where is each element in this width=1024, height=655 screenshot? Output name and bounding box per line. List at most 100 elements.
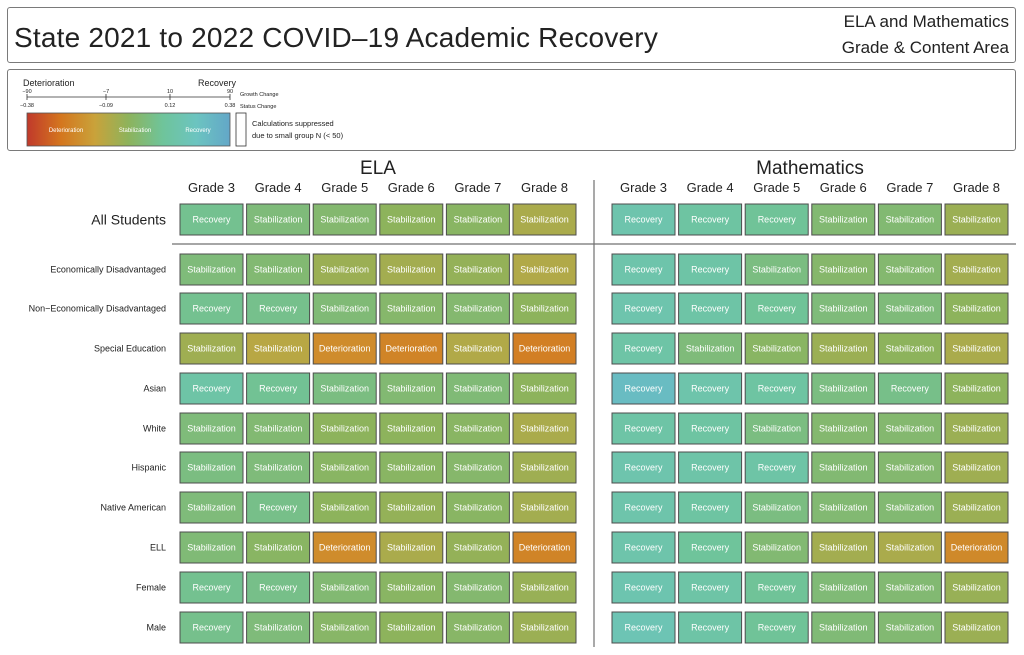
heatmap-cell: Stabilization [312, 451, 377, 484]
heatmap-cell-label: Deterioration [319, 344, 371, 354]
heatmap-cell: Stabilization [512, 451, 577, 484]
row-label: White [143, 424, 166, 434]
heatmap-cell-label: Stabilization [387, 384, 436, 394]
heatmap-cell-fill [179, 571, 244, 604]
heatmap-cell-fill [312, 531, 377, 564]
heatmap-cell-fill [512, 292, 577, 325]
heatmap-cell-fill [744, 292, 809, 325]
heatmap-cell-fill [744, 611, 809, 644]
heatmap-cell: Recovery [246, 372, 311, 405]
heatmap-cell-label: Recovery [624, 215, 663, 225]
row-label: Native American [100, 503, 166, 513]
subtitle-content-area: ELA and Mathematics [843, 12, 1009, 31]
heatmap-cell-label: Stabilization [387, 265, 436, 275]
heatmap-cell-label: Stabilization [320, 215, 369, 225]
heatmap-cell-label: Recovery [758, 583, 797, 593]
heatmap-cell-label: Stabilization [387, 543, 436, 553]
heatmap-cell-label: Recovery [624, 463, 663, 473]
heatmap-cell-fill [445, 491, 510, 524]
heatmap-cell-label: Recovery [624, 304, 663, 314]
heatmap-cell-fill [179, 491, 244, 524]
heatmap-cell-label: Recovery [192, 623, 231, 633]
heatmap-cell: Stabilization [744, 253, 809, 286]
heatmap-cell-fill [512, 531, 577, 564]
heatmap-cell-fill [944, 611, 1009, 644]
heatmap-cell: Stabilization [512, 372, 577, 405]
row-label: Hispanic [131, 463, 166, 473]
heatmap-cell: Recovery [744, 611, 809, 644]
heatmap-cell: Stabilization [944, 253, 1009, 286]
heatmap-cell-fill [312, 451, 377, 484]
heatmap-cell: Stabilization [379, 412, 444, 445]
legend-axis: −90 −0.38 −7 −0.09 10 0.12 90 0.38 [20, 89, 235, 109]
heatmap-cell-fill [179, 203, 244, 236]
heatmap-cell-fill [744, 412, 809, 445]
heatmap-cell: Stabilization [246, 611, 311, 644]
heatmap-cell-fill [179, 253, 244, 286]
heatmap-cell-label: Deterioration [951, 543, 1003, 553]
heatmap-cell: Stabilization [811, 203, 876, 236]
heatmap-cell-label: Stabilization [520, 384, 569, 394]
heatmap-cell-label: Stabilization [886, 265, 935, 275]
heatmap-cell-label: Recovery [192, 583, 231, 593]
heatmap-cell-fill [744, 451, 809, 484]
heatmap-cell: Recovery [611, 332, 676, 365]
heatmap-cell-label: Stabilization [387, 424, 436, 434]
row-label: Male [146, 623, 166, 633]
heatmap-cell: Stabilization [744, 531, 809, 564]
heatmap-cell-fill [512, 611, 577, 644]
heatmap-cell-fill [445, 292, 510, 325]
heatmap-cell: Stabilization [246, 203, 311, 236]
heatmap-cell-label: Stabilization [520, 265, 569, 275]
heatmap-cell-label: Recovery [624, 424, 663, 434]
heatmap-cell-label: Recovery [758, 384, 797, 394]
heatmap-cell-label: Stabilization [520, 463, 569, 473]
subtitle-grade-content: Grade & Content Area [841, 38, 1009, 57]
heatmap-cell-fill [744, 571, 809, 604]
grade-header: Grade 6 [388, 180, 435, 195]
grade-header: Grade 7 [886, 180, 933, 195]
heatmap-cell-label: Stabilization [320, 463, 369, 473]
heatmap-cell-fill [445, 372, 510, 405]
heatmap-cell: Stabilization [944, 571, 1009, 604]
heatmap-cell-label: Deterioration [519, 543, 571, 553]
heatmap-cell-fill [877, 203, 942, 236]
heatmap-cell-fill [678, 292, 743, 325]
heatmap-cell-fill [611, 372, 676, 405]
heatmap-cell-label: Stabilization [886, 424, 935, 434]
heatmap-cell-fill [312, 491, 377, 524]
heatmap-cell-fill [445, 571, 510, 604]
heatmap-cell-fill [611, 571, 676, 604]
grade-header: Grade 5 [753, 180, 800, 195]
heatmap-cell-label: Recovery [259, 384, 298, 394]
heatmap-cell: Stabilization [379, 531, 444, 564]
heatmap-cell: Recovery [611, 292, 676, 325]
heatmap-cell-fill [379, 412, 444, 445]
heatmap-cell-label: Stabilization [819, 543, 868, 553]
heatmap-cell-fill [811, 531, 876, 564]
heatmap-cell-label: Stabilization [819, 215, 868, 225]
heatmap-cell: Stabilization [811, 292, 876, 325]
grade-header: Grade 4 [255, 180, 302, 195]
heatmap-cell-fill [944, 203, 1009, 236]
grade-header: Grade 8 [521, 180, 568, 195]
heatmap-cell-label: Stabilization [952, 344, 1001, 354]
heatmap-cell-label: Recovery [691, 463, 730, 473]
heatmap-cell-label: Recovery [192, 215, 231, 225]
heatmap-cell-fill [877, 571, 942, 604]
heatmap-cell-fill [312, 292, 377, 325]
heatmap-cell-label: Stabilization [952, 424, 1001, 434]
heatmap-cell-label: Recovery [691, 265, 730, 275]
legend-bar-label-stabilization: Stabilization [119, 128, 151, 134]
chart-tiles: Recovery Stabilization Stabilization Stabil… [179, 203, 1009, 644]
heatmap-cell: Stabilization [811, 491, 876, 524]
grade-header: Grade 7 [454, 180, 501, 195]
legend-status-tick-label: −0.09 [99, 103, 113, 109]
grade-header: Grade 3 [188, 180, 235, 195]
heatmap-cell: Stabilization [811, 372, 876, 405]
heatmap-cell-fill [877, 611, 942, 644]
legend-gradient-bar [26, 112, 231, 147]
heatmap-cell-fill [811, 611, 876, 644]
heatmap-cell-label: Recovery [624, 384, 663, 394]
